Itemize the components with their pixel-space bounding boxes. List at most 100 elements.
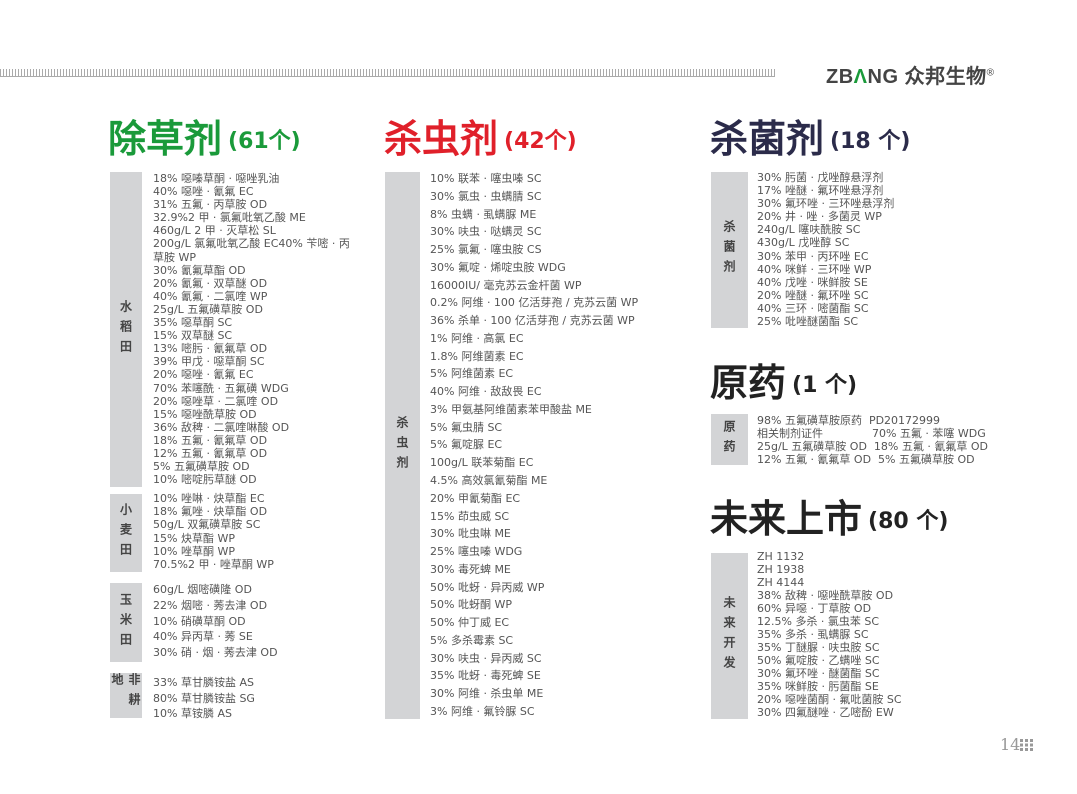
page-number: 14 xyxy=(1000,735,1021,754)
list-item: 30% 肟菌 · 戊唑醇悬浮剂 xyxy=(757,171,884,184)
logo-text: ZB xyxy=(826,66,854,88)
list-item: 30% 呋虫 · 异丙威 SC xyxy=(430,651,542,665)
list-item: 3% 阿维 · 氟铃脲 SC xyxy=(430,704,535,718)
category-label-text: 非耕地 xyxy=(110,673,141,713)
list-item: 36% 敌稗 · 二氯喹啉酸 OD xyxy=(153,420,290,434)
list-item: 3% 甲氨基阿维菌素苯甲酸盐 ME xyxy=(430,402,592,416)
list-item: 相关制剂证件 70% 五氟 · 苯噻 WDG xyxy=(757,427,986,441)
list-item: 30% 吡虫啉 ME xyxy=(430,527,511,541)
list-item: 8% 虫螨 · 虱螨脲 ME xyxy=(430,207,537,221)
product-list: ZH 1132 ZH 1938 ZH 4144 38% 敌稗 · 噁唑酰草胺 OD 60… xyxy=(757,550,902,719)
list-item: 25g/L 五氟磺草胺 OD 18% 五氟 · 氰氟草 OD xyxy=(757,440,988,454)
category-label: 杀菌剂 xyxy=(711,172,748,328)
list-item: 40% 咪鲜 · 三环唑 WP xyxy=(757,262,872,276)
category-label: 小麦田 xyxy=(110,494,142,572)
list-item: 50g/L 双氟磺草胺 SC xyxy=(153,518,261,532)
list-item: 5% 氟啶脲 EC xyxy=(430,438,503,452)
future-title: 未来上市 (80 个) xyxy=(710,500,948,538)
list-item: 30% 氰氟草酯 OD xyxy=(153,263,246,277)
list-item: 20% 唑醚 · 氟环唑 SC xyxy=(757,288,869,302)
list-item: 33% 草甘膦铵盐 AS xyxy=(153,676,254,689)
product-list: 98% 五氟磺草胺原药 PD20172999 相关制剂证件 70% 五氟 · 苯噻… xyxy=(757,414,988,466)
list-item: 10% 联苯 · 噻虫嗪 SC xyxy=(430,172,542,185)
list-item: 30% 苯甲 · 丙环唑 EC xyxy=(757,249,869,263)
list-item: 30% 呋虫 · 哒螨灵 SC xyxy=(430,225,542,239)
list-item: 12% 五氟 · 氰氟草 OD 5% 五氟磺草胺 OD xyxy=(757,453,975,467)
list-item: 35% 咪鲜胺 · 肟菌酯 SE xyxy=(757,680,879,693)
list-item: 40% 三环 · 嘧菌酯 SC xyxy=(757,301,869,315)
list-item: 25% 吡唑醚菌酯 SC xyxy=(757,315,859,329)
title-text: 杀菌剂 xyxy=(710,117,825,161)
list-item: 50% 仲丁威 EC xyxy=(430,616,510,630)
list-item: 4.5% 高效氯氰菊酯 ME xyxy=(430,474,548,488)
list-item: 80% 草甘膦铵盐 SG xyxy=(153,691,255,705)
list-item: 70.5%2 甲 · 唑草酮 WP xyxy=(153,557,274,571)
list-item: 460g/L 2 甲 · 灭草松 SL xyxy=(153,224,276,238)
list-item: 50% 吡蚜 · 异丙威 WP xyxy=(430,580,545,594)
list-item: 38% 敌稗 · 噁唑酰草胺 OD xyxy=(757,589,894,602)
category-label: 原药 xyxy=(711,414,748,465)
logo-triangle-icon: Λ xyxy=(853,66,868,88)
product-list: 60g/L 烟嘧磺隆 OD 22% 烟嘧 · 莠去津 OD 10% 硝磺草酮 OD 4… xyxy=(153,582,278,661)
registered-mark: ® xyxy=(986,67,995,79)
list-item: 40% 噁唑 · 氰氟 EC xyxy=(153,185,254,199)
list-item: 100g/L 联苯菊酯 EC xyxy=(430,456,534,470)
list-item: 20% 氰氟 · 双草醚 OD xyxy=(153,276,268,290)
list-item: 31% 五氟 · 丙草胺 OD xyxy=(153,198,268,212)
list-item: 36% 杀单 · 100 亿活芽孢 / 克苏云菌 WP xyxy=(430,314,635,328)
list-item: 30% 氯虫 · 虫螨腈 SC xyxy=(430,189,542,203)
list-item: 50% 吡蚜酮 WP xyxy=(430,598,512,612)
list-item: 30% 硝 · 烟 · 莠去津 OD xyxy=(153,646,278,660)
title-count: (80 个) xyxy=(868,509,949,534)
category-label: 水稻田 xyxy=(110,172,142,487)
list-item: 0.2% 阿维 · 100 亿活芽孢 / 克苏云菌 WP xyxy=(430,296,639,310)
list-item: 13% 嘧肟 · 氰氟草 OD xyxy=(153,342,268,356)
product-list: 30% 肟菌 · 戊唑醇悬浮剂 17% 唑醚 · 氟环唑悬浮剂 30% 氟环唑 · … xyxy=(757,171,894,328)
list-item: 25% 噻虫嗪 WDG xyxy=(430,545,523,559)
list-item: 35% 多杀 · 虱螨脲 SC xyxy=(757,628,869,641)
list-item: 70% 苯噻酰 · 五氟磺 WDG xyxy=(153,381,289,395)
title-text: 除草剂 xyxy=(108,117,223,161)
list-item: 200g/L 氯氟吡氧乙酸 EC40% 苄嘧 · 丙 xyxy=(153,237,350,251)
list-item: 5% 五氟磺草胺 OD xyxy=(153,460,250,474)
product-list: 10% 唑啉 · 炔草酯 EC 18% 氟唑 · 炔草酯 OD 50g/L 双氟磺草… xyxy=(153,492,274,571)
list-item: 15% 炔草酯 WP xyxy=(153,531,235,545)
product-list: 33% 草甘膦铵盐 AS 80% 草甘膦铵盐 SG 10% 草铵膦 AS xyxy=(153,675,255,722)
list-item: ZH 1132 xyxy=(757,550,805,563)
list-item: 10% 硝磺草酮 OD xyxy=(153,614,246,628)
list-item: 22% 烟嘧 · 莠去津 OD xyxy=(153,598,268,612)
category-label: 杀虫剂 xyxy=(385,172,420,719)
fungicide-title: 杀菌剂 (18 个) xyxy=(710,120,910,158)
list-item: 15% 茚虫威 SC xyxy=(430,509,510,523)
category-label-text: 小麦田 xyxy=(118,503,133,563)
product-list: 10% 联苯 · 噻虫嗪 SC 30% 氯虫 · 虫螨腈 SC 8% 虫螨 · 虱螨… xyxy=(430,170,638,721)
list-item: 5% 阿维菌素 EC xyxy=(430,367,514,381)
category-label: 玉米田 xyxy=(110,583,142,662)
list-item: 40% 戊唑 · 咪鲜胺 SE xyxy=(757,275,868,289)
logo-cn: 众邦生物 xyxy=(904,66,987,88)
insecticide-title: 杀虫剂 (42个) xyxy=(384,120,577,158)
list-item: 12.5% 多杀 · 氯虫苯 SC xyxy=(757,615,880,628)
product-list: 18% 噁嗪草酮 · 噁唑乳油 40% 噁唑 · 氰氟 EC 31% 五氟 · 丙草… xyxy=(153,172,350,486)
list-item: 30% 四氟醚唑 · 乙嘧酚 EW xyxy=(757,706,894,719)
list-item: 430g/L 戊唑醇 SC xyxy=(757,236,850,250)
list-item: 1% 阿维 · 高氯 EC xyxy=(430,331,524,345)
list-item: 25% 氯氟 · 噻虫胺 CS xyxy=(430,243,542,257)
list-item: 40% 阿维 · 敌敌畏 EC xyxy=(430,385,542,399)
list-item: 17% 唑醚 · 氟环唑悬浮剂 xyxy=(757,184,884,198)
list-item: 5% 多杀霉素 SC xyxy=(430,633,514,647)
list-item: 32.9%2 甲 · 氯氟吡氧乙酸 ME xyxy=(153,211,306,225)
title-count: (42个) xyxy=(504,129,577,154)
list-item: 35% 丁醚脲 · 呋虫胺 SC xyxy=(757,641,880,654)
list-item: 25g/L 五氟磺草胺 OD xyxy=(153,302,263,316)
title-count: (61个) xyxy=(228,129,301,154)
list-item: 18% 氟唑 · 炔草酯 OD xyxy=(153,505,268,519)
list-item: 98% 五氟磺草胺原药 PD20172999 xyxy=(757,414,941,427)
list-item: ZH 4144 xyxy=(757,576,805,589)
list-item: 30% 氟环唑 · 三环唑悬浮剂 xyxy=(757,197,895,211)
title-count: (1 个) xyxy=(792,373,858,398)
list-item: 15% 噁唑酰草胺 OD xyxy=(153,407,257,421)
list-item: 60% 异噁 · 丁草胺 OD xyxy=(757,602,872,615)
title-text: 原药 xyxy=(710,361,787,405)
list-item: 40% 异丙草 · 莠 SE xyxy=(153,630,253,644)
